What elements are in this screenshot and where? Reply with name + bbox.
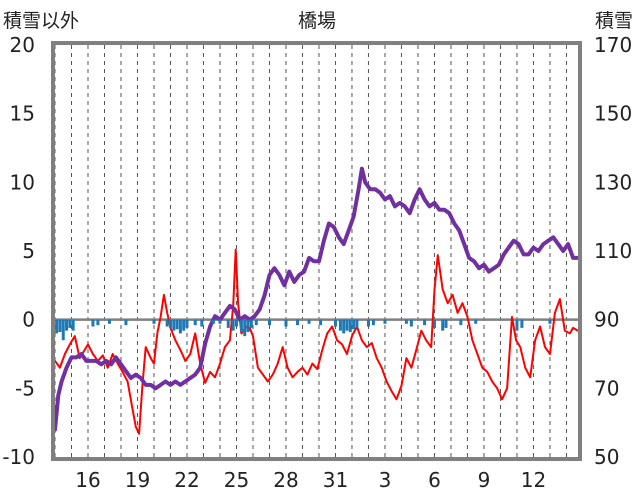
x-axis-tick-label: 28 xyxy=(273,468,298,492)
precipitation-bar xyxy=(423,319,427,326)
left-axis-tick-label: 0 xyxy=(22,308,35,332)
precipitation-bar xyxy=(182,319,186,331)
left-axis-tick-label: -10 xyxy=(2,445,35,469)
chart-marks xyxy=(53,166,580,435)
precipitation-bar xyxy=(371,319,375,326)
temperature-line xyxy=(54,248,579,435)
x-axis-tick-label: 3 xyxy=(379,468,392,492)
precipitation-bar xyxy=(355,319,359,328)
precipitation-bar xyxy=(61,319,65,341)
precipitation-bar xyxy=(352,319,356,330)
precipitation-bar xyxy=(307,319,311,324)
precipitation-bar xyxy=(124,319,128,326)
precipitation-bar xyxy=(348,319,352,333)
precipitation-bar xyxy=(175,319,179,330)
precipitation-bar xyxy=(432,319,436,328)
x-axis-tick-label: 19 xyxy=(125,468,150,492)
precipitation-bar xyxy=(234,319,238,327)
precipitation-bar xyxy=(211,319,215,324)
precipitation-bar xyxy=(520,319,524,328)
precipitation-bar xyxy=(459,319,463,326)
precipitation-bar xyxy=(91,319,95,327)
precipitation-bar xyxy=(218,319,222,324)
precipitation-bar xyxy=(165,319,169,327)
precipitation-bar xyxy=(319,319,323,326)
x-axis-tick-label: 12 xyxy=(521,468,546,492)
precipitation-bar xyxy=(254,319,258,326)
precipitation-bar xyxy=(444,319,448,328)
right-axis-tick-label: 170 xyxy=(594,33,632,57)
precipitation-bar xyxy=(474,319,478,324)
precipitation-bar xyxy=(185,319,189,328)
left-axis-tick-label: 10 xyxy=(10,170,35,194)
precipitation-bar xyxy=(168,319,172,328)
precipitation-bar xyxy=(338,319,342,331)
right-axis-tick-label: 110 xyxy=(594,239,632,263)
left-axis-title: 積雪以外 xyxy=(3,10,79,32)
precipitation-bar xyxy=(172,319,176,331)
precipitation-bar xyxy=(200,319,204,327)
left-axis-tick-label: 15 xyxy=(10,102,35,126)
precipitation-bar xyxy=(515,319,519,331)
x-axis-tick-label: 6 xyxy=(428,468,441,492)
precipitation-bar xyxy=(58,319,62,333)
precipitation-bar xyxy=(71,319,75,331)
x-axis-tick-label: 9 xyxy=(478,468,491,492)
precipitation-bar xyxy=(296,319,300,326)
plot-frame xyxy=(51,41,582,461)
x-axis-tick-label: 22 xyxy=(174,468,199,492)
precipitation-bar xyxy=(267,319,271,326)
precipitation-bar xyxy=(193,319,197,326)
precipitation-bar xyxy=(548,319,552,324)
precipitation-bar xyxy=(383,319,387,324)
left-axis-tick-label: 20 xyxy=(10,33,35,57)
precipitation-bar xyxy=(249,319,253,328)
snow-depth-line xyxy=(53,166,580,432)
precipitation-bar xyxy=(333,319,337,327)
x-axis-tick-label: 16 xyxy=(75,468,100,492)
left-axis-tick-label: -5 xyxy=(15,376,35,400)
right-axis-tick-label: 90 xyxy=(594,308,619,332)
precipitation-bar xyxy=(243,319,247,337)
precipitation-bar xyxy=(152,319,156,324)
x-axis-tick-label: 25 xyxy=(224,468,249,492)
precipitation-bar xyxy=(239,319,243,333)
x-axis-tick-label: 31 xyxy=(323,468,348,492)
precipitation-bar xyxy=(178,319,182,334)
precipitation-bar xyxy=(404,319,408,324)
precipitation-bar xyxy=(226,319,230,328)
precipitation-bar xyxy=(284,319,288,327)
precipitation-bar xyxy=(409,319,413,327)
precipitation-bar xyxy=(107,319,111,324)
precipitation-bar xyxy=(366,319,370,327)
precipitation-bar xyxy=(96,319,100,326)
chart-title: 橋場 xyxy=(298,10,336,32)
left-axis-tick-label: 5 xyxy=(22,239,35,263)
precipitation-bar xyxy=(65,319,69,331)
right-axis-tick-label: 70 xyxy=(594,376,619,400)
precipitation-bar xyxy=(55,319,59,334)
right-axis-tick-label: 50 xyxy=(594,445,619,469)
precipitation-bar xyxy=(231,319,235,331)
right-axis-title: 積雪 xyxy=(595,10,633,32)
precipitation-bar xyxy=(345,319,349,331)
right-axis-tick-label: 130 xyxy=(594,170,632,194)
precipitation-bar xyxy=(441,319,445,331)
right-axis-tick-label: 150 xyxy=(594,102,632,126)
precipitation-bar xyxy=(342,319,346,334)
precipitation-bar xyxy=(68,319,72,328)
precipitation-bar xyxy=(246,319,250,333)
